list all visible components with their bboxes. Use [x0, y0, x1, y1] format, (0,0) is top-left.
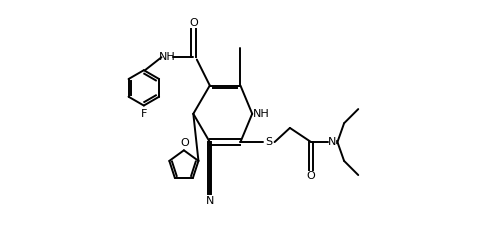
Text: O: O	[307, 171, 315, 181]
Text: NH: NH	[253, 109, 270, 119]
Text: N: N	[328, 137, 337, 147]
Text: O: O	[181, 138, 190, 148]
Text: NH: NH	[159, 52, 176, 62]
Text: N: N	[205, 196, 214, 206]
Text: O: O	[189, 18, 198, 28]
Text: S: S	[265, 137, 272, 147]
Text: F: F	[141, 109, 147, 119]
